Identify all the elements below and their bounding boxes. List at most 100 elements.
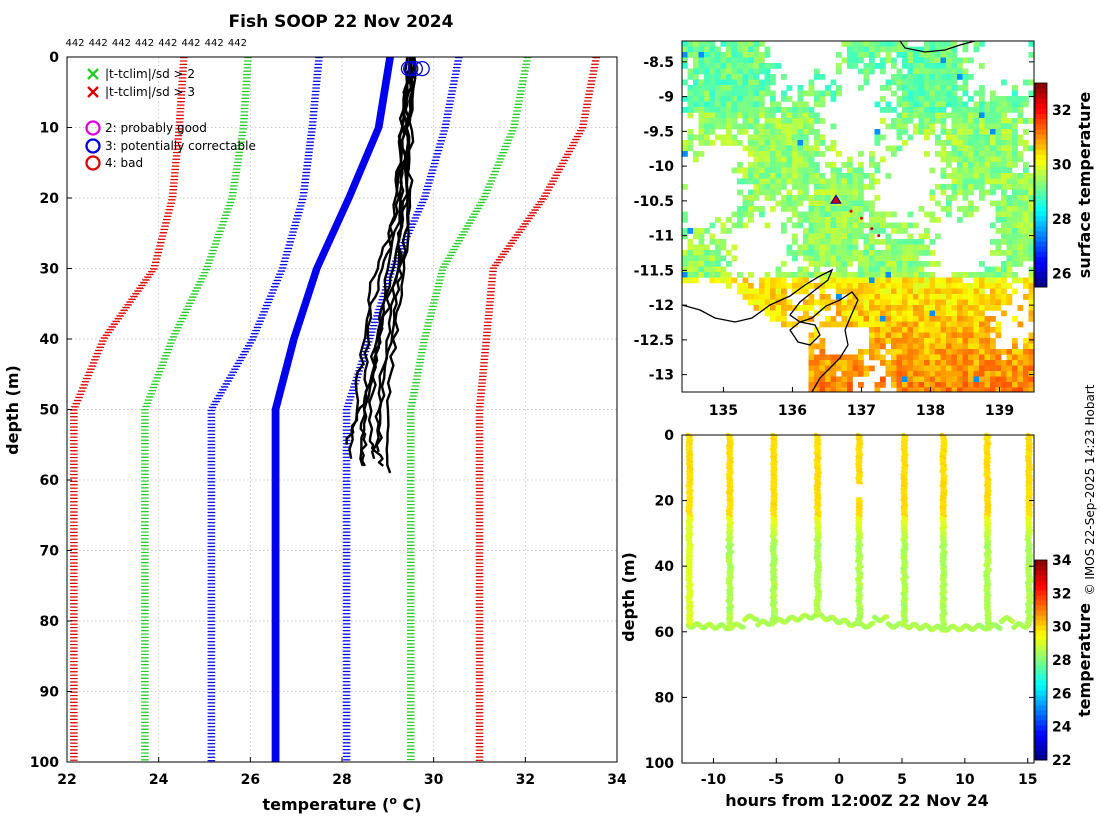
sst-cell xyxy=(770,151,776,157)
sst-cell xyxy=(764,189,771,196)
sst-cell xyxy=(753,156,760,163)
sst-cell xyxy=(836,195,842,201)
sst-cell xyxy=(968,74,974,80)
sst-cell xyxy=(759,178,765,185)
sst-cell xyxy=(836,206,842,212)
sst-cell xyxy=(709,261,716,267)
sst-cell xyxy=(775,310,782,317)
sst-cell xyxy=(995,217,1002,223)
sst-cell xyxy=(902,387,908,392)
colorbar-segment xyxy=(1035,670,1047,676)
section-cast-point xyxy=(729,625,734,631)
sst-cell xyxy=(753,41,760,47)
sst-cell xyxy=(990,382,996,388)
sst-cell xyxy=(852,277,859,284)
sst-cell xyxy=(764,129,771,135)
sst-cell xyxy=(968,173,974,179)
sst-cell xyxy=(946,211,952,218)
sst-cell xyxy=(979,41,985,47)
sst-cell xyxy=(907,134,914,141)
sst-cell xyxy=(1023,349,1029,355)
sst-cell xyxy=(808,239,815,245)
map-y-tick-label: -10.5 xyxy=(634,194,674,210)
sst-cell xyxy=(918,233,925,240)
sst-cell xyxy=(797,90,804,97)
sst-cell xyxy=(962,173,969,179)
sst-cell xyxy=(902,294,908,300)
sst-cell xyxy=(946,332,952,339)
sst-cell xyxy=(946,206,952,212)
sst-cell xyxy=(737,217,743,223)
sst-cell xyxy=(874,277,881,284)
sst-cell xyxy=(929,52,936,58)
sst-cell xyxy=(748,217,754,223)
sst-cell xyxy=(830,96,837,102)
sst-cell xyxy=(929,338,936,344)
sst-cell xyxy=(929,299,936,306)
sst-cell xyxy=(891,288,897,295)
sst-cell xyxy=(957,189,963,196)
sst-cell xyxy=(852,206,859,212)
sst-cell xyxy=(841,261,848,267)
sst-cell xyxy=(1001,134,1007,141)
sst-cell xyxy=(786,189,793,196)
sst-cell xyxy=(984,332,991,339)
sst-cell xyxy=(819,288,826,295)
sst-cell xyxy=(979,299,985,306)
sst-cell xyxy=(803,266,809,273)
sst-cell xyxy=(836,321,842,328)
sst-cell xyxy=(1028,310,1034,317)
sst-cell xyxy=(704,112,710,119)
sst-cell xyxy=(885,145,892,152)
sst-cell xyxy=(1028,371,1034,377)
sst-cell xyxy=(951,112,958,119)
colorbar-segment xyxy=(1035,600,1047,606)
sst-cell xyxy=(704,46,710,53)
sst-cell xyxy=(1006,140,1013,146)
sst-cell xyxy=(896,343,903,350)
sst-cell xyxy=(786,167,793,174)
section-x-tick-label: 0 xyxy=(834,772,844,788)
sst-cell xyxy=(781,112,787,119)
sst-cell xyxy=(951,382,958,388)
sst-cell xyxy=(858,184,864,190)
sst-cell xyxy=(808,272,815,278)
sst-cell xyxy=(825,299,831,306)
sst-cell xyxy=(1023,184,1029,190)
sst-cell xyxy=(968,382,974,388)
sst-cell xyxy=(874,134,881,141)
sst-cell xyxy=(951,167,958,174)
sst-cell xyxy=(913,57,919,64)
sst-cell xyxy=(731,85,738,91)
sst-cell xyxy=(968,316,974,322)
sst-cell xyxy=(913,316,919,322)
sst-cell xyxy=(704,261,710,267)
sst-cell xyxy=(841,173,848,179)
sst-cell xyxy=(836,294,842,300)
sst-cell xyxy=(902,283,908,289)
sst-cell xyxy=(720,123,727,130)
sst-cell xyxy=(935,57,941,64)
sst-cell xyxy=(1006,107,1013,113)
sst-cell xyxy=(885,222,892,229)
sst-cell xyxy=(764,134,771,141)
sst-cell xyxy=(902,376,908,383)
sst-cell xyxy=(1012,107,1018,113)
climatology-green-left-line xyxy=(142,56,248,762)
track-point xyxy=(877,234,881,238)
sst-cell xyxy=(940,299,947,306)
sst-cell xyxy=(841,305,848,311)
sst-cell xyxy=(682,107,688,113)
sst-cell xyxy=(902,255,908,262)
sst-cell xyxy=(753,189,760,196)
sst-cell xyxy=(858,233,864,240)
sst-cell xyxy=(764,178,771,185)
sst-cell xyxy=(786,140,793,146)
sst-cell xyxy=(720,140,727,146)
sst-cell xyxy=(720,63,727,69)
sst-cell xyxy=(819,382,826,388)
section-cast-point xyxy=(943,625,948,631)
sst-cell xyxy=(731,46,738,53)
sst-cell xyxy=(973,387,980,392)
sst-cell xyxy=(973,107,980,113)
